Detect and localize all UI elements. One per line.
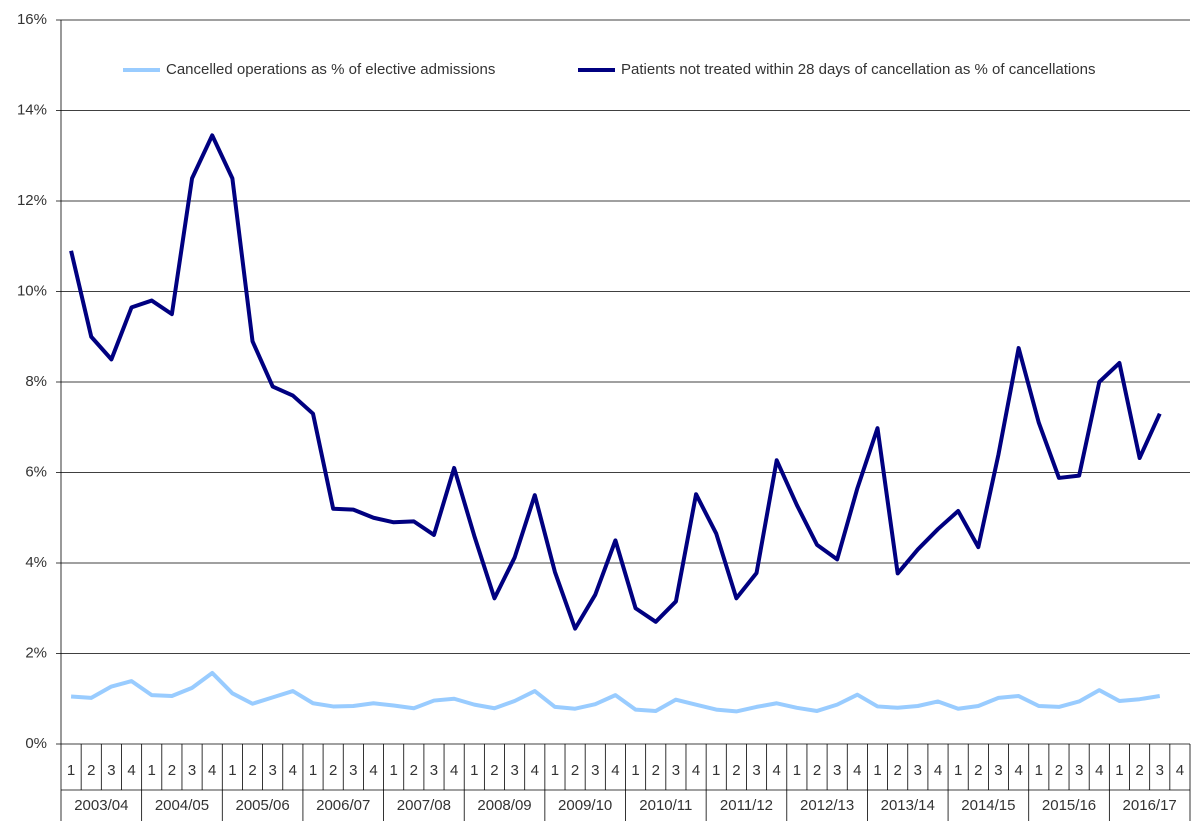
x-tick-label: 2 [410, 762, 418, 779]
x-tick-label: 3 [914, 762, 922, 779]
x-tick-label: 1 [309, 762, 317, 779]
x-tick-label: 3 [188, 762, 196, 779]
x-tick-label: 3 [510, 762, 518, 779]
x-tick-label: 1 [1035, 762, 1043, 779]
x-group-label: 2007/08 [397, 797, 451, 814]
x-tick-label: 4 [773, 762, 781, 779]
x-tick-label: 2 [1055, 762, 1063, 779]
x-tick-label: 4 [853, 762, 861, 779]
x-tick-label: 3 [752, 762, 760, 779]
x-tick-label: 1 [551, 762, 559, 779]
y-tick-label: 14% [17, 101, 47, 118]
y-tick-label: 6% [25, 463, 47, 480]
x-tick-label: 3 [1075, 762, 1083, 779]
y-tick-label: 10% [17, 282, 47, 299]
x-tick-label: 2 [490, 762, 498, 779]
x-tick-label: 1 [954, 762, 962, 779]
x-tick-label: 4 [692, 762, 700, 779]
series-line [69, 133, 1162, 631]
x-tick-label: 3 [269, 762, 277, 779]
x-tick-label: 4 [450, 762, 458, 779]
x-tick-label: 2 [168, 762, 176, 779]
x-tick-label: 4 [1014, 762, 1022, 779]
x-tick-label: 4 [1095, 762, 1103, 779]
x-tick-label: 3 [349, 762, 357, 779]
y-tick-label: 2% [25, 644, 47, 661]
x-tick-label: 1 [1115, 762, 1123, 779]
x-tick-label: 1 [228, 762, 236, 779]
x-tick-label: 2 [652, 762, 660, 779]
x-tick-label: 3 [1156, 762, 1164, 779]
x-tick-label: 4 [531, 762, 539, 779]
x-tick-label: 1 [712, 762, 720, 779]
x-group-label: 2016/17 [1123, 797, 1177, 814]
x-group-label: 2006/07 [316, 797, 370, 814]
x-tick-label: 3 [591, 762, 599, 779]
x-tick-label: 1 [631, 762, 639, 779]
x-tick-label: 2 [1135, 762, 1143, 779]
x-group-label: 2012/13 [800, 797, 854, 814]
x-tick-label: 2 [87, 762, 95, 779]
y-tick-label: 8% [25, 373, 47, 390]
x-tick-label: 2 [893, 762, 901, 779]
x-tick-label: 1 [793, 762, 801, 779]
x-tick-label: 4 [127, 762, 135, 779]
x-tick-label: 1 [148, 762, 156, 779]
x-tick-label: 1 [67, 762, 75, 779]
x-group-label: 2003/04 [74, 797, 128, 814]
series-line [70, 670, 1161, 714]
x-group-label: 2010/11 [639, 797, 692, 814]
x-tick-label: 4 [289, 762, 297, 779]
x-tick-label: 2 [329, 762, 337, 779]
x-tick-label: 4 [1176, 762, 1184, 779]
x-tick-label: 3 [672, 762, 680, 779]
x-tick-label: 3 [430, 762, 438, 779]
y-tick-label: 4% [25, 554, 47, 571]
x-tick-label: 3 [994, 762, 1002, 779]
x-tick-label: 1 [389, 762, 397, 779]
x-tick-label: 4 [611, 762, 619, 779]
y-tick-label: 16% [17, 11, 47, 28]
x-tick-label: 1 [470, 762, 478, 779]
x-group-label: 2009/10 [558, 797, 612, 814]
legend-label: Cancelled operations as % of elective ad… [166, 61, 495, 78]
x-tick-label: 4 [934, 762, 942, 779]
x-tick-label: 3 [833, 762, 841, 779]
x-group-label: 2015/16 [1042, 797, 1096, 814]
legend-label: Patients not treated within 28 days of c… [621, 61, 1095, 78]
x-group-label: 2004/05 [155, 797, 209, 814]
x-tick-label: 4 [208, 762, 216, 779]
x-tick-label: 2 [813, 762, 821, 779]
x-group-label: 2013/14 [881, 797, 935, 814]
x-tick-label: 1 [873, 762, 881, 779]
x-tick-label: 2 [248, 762, 256, 779]
x-tick-label: 4 [369, 762, 377, 779]
x-tick-label: 2 [974, 762, 982, 779]
x-group-label: 2005/06 [235, 797, 289, 814]
x-group-label: 2011/12 [720, 797, 773, 814]
x-tick-label: 3 [107, 762, 115, 779]
x-tick-label: 2 [571, 762, 579, 779]
x-group-label: 2014/15 [961, 797, 1015, 814]
x-group-label: 2008/09 [477, 797, 531, 814]
y-tick-label: 0% [25, 735, 47, 752]
x-tick-label: 2 [732, 762, 740, 779]
y-tick-label: 12% [17, 192, 47, 209]
